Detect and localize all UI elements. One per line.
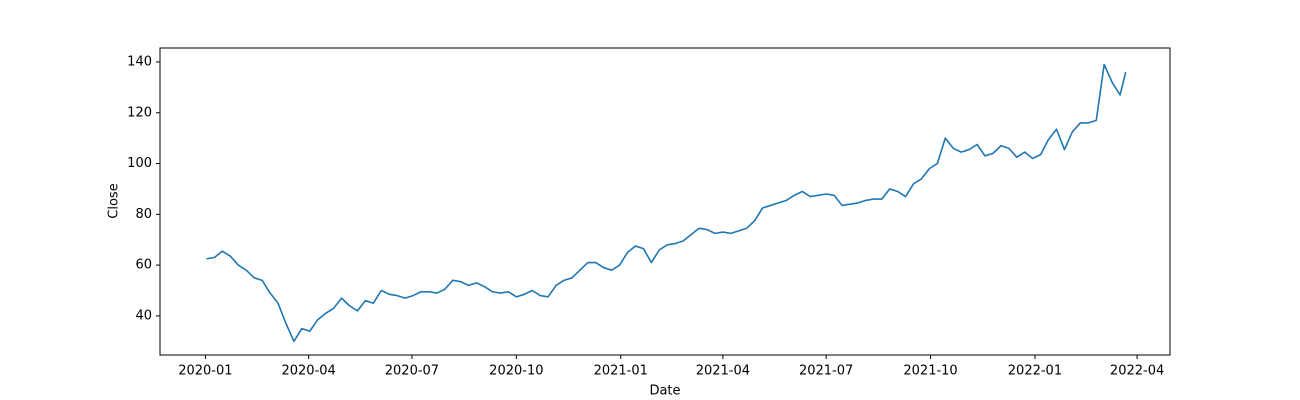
x-tick-label: 2021-01 (594, 364, 648, 379)
x-axis-label: Date (649, 384, 680, 399)
x-tick-label: 2021-04 (696, 364, 750, 379)
x-tick-label: 2020-01 (178, 364, 232, 379)
x-tick-label: 2022-01 (1008, 364, 1062, 379)
price-line (206, 63, 1127, 343)
y-tick-label: 120 (127, 105, 152, 120)
y-tick-label: 80 (135, 207, 152, 222)
x-tick-label: 2020-07 (385, 364, 439, 379)
y-tick-label: 140 (127, 54, 152, 69)
x-tick-label: 2021-10 (903, 364, 957, 379)
y-axis-label: Close (107, 183, 122, 218)
x-tick-label: 2022-04 (1110, 364, 1164, 379)
x-tick-label: 2021-07 (799, 364, 853, 379)
plot-frame (159, 47, 1171, 356)
y-tick-label: 100 (127, 156, 152, 171)
x-tick-label: 2020-04 (281, 364, 335, 379)
y-tick-label: 60 (135, 258, 152, 273)
y-tick-label: 40 (135, 308, 152, 323)
x-tick-label: 2020-10 (489, 364, 543, 379)
